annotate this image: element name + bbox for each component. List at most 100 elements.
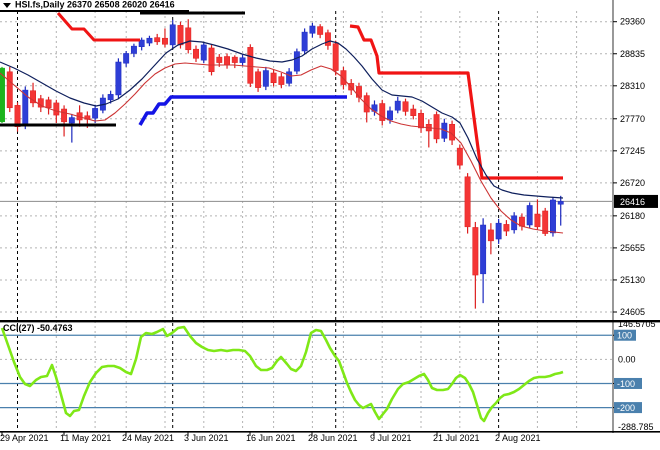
cci-level-box bbox=[614, 402, 642, 414]
date-axis-label: 2 Aug 2021 bbox=[495, 433, 541, 443]
candle bbox=[410, 104, 417, 120]
candle bbox=[154, 33, 161, 45]
candle bbox=[464, 173, 471, 234]
candle bbox=[503, 220, 510, 236]
candle bbox=[487, 223, 494, 255]
candle bbox=[224, 53, 230, 69]
hilo-red-line bbox=[56, 12, 140, 42]
date-axis-label: 11 May 2021 bbox=[60, 433, 111, 443]
cci-layer bbox=[0, 325, 612, 423]
price-axis-label: 28835 bbox=[620, 49, 645, 59]
candle bbox=[115, 58, 122, 99]
date-axis-label: 24 May 2021 bbox=[122, 433, 174, 443]
candle bbox=[193, 45, 199, 62]
candle bbox=[270, 69, 277, 87]
candle bbox=[286, 68, 293, 87]
date-axis-label: 16 Jun 2021 bbox=[246, 433, 296, 443]
price-axis-label: 26180 bbox=[620, 211, 645, 221]
candle bbox=[472, 221, 479, 309]
cci-level-label: -200 bbox=[617, 403, 635, 413]
candle bbox=[6, 66, 13, 113]
candle bbox=[162, 28, 168, 48]
candle bbox=[324, 29, 331, 50]
candle bbox=[534, 199, 541, 230]
cci-line bbox=[0, 325, 564, 423]
candle bbox=[511, 212, 518, 234]
candle bbox=[231, 55, 238, 69]
candle bbox=[495, 218, 502, 244]
candle bbox=[557, 195, 564, 226]
candle bbox=[138, 37, 145, 51]
candle bbox=[379, 99, 386, 126]
candle bbox=[92, 104, 99, 124]
chart-title-bar: HSI.fs,Daily 26370 26508 26020 26416 bbox=[0, 0, 189, 12]
time-axis[interactable]: 29 Apr 2021 11 May 2021 24 May 2021 3 Jun 2… bbox=[0, 432, 541, 443]
date-axis-label: 21 Jul 2021 bbox=[433, 433, 480, 443]
candle bbox=[185, 19, 192, 54]
price-axis-label: 24605 bbox=[620, 307, 645, 317]
candle bbox=[394, 96, 401, 114]
candle bbox=[107, 90, 114, 104]
date-axis-label: 29 Apr 2021 bbox=[0, 433, 49, 443]
price-axis-label: 28310 bbox=[620, 81, 645, 91]
ma-fast-line bbox=[0, 40, 564, 199]
hilo-red-line bbox=[349, 24, 563, 180]
candle bbox=[0, 66, 5, 124]
date-axis-label: 3 Jun 2021 bbox=[184, 433, 229, 443]
candle bbox=[255, 68, 262, 92]
candle bbox=[301, 28, 308, 55]
price-axis-label: 25655 bbox=[620, 243, 645, 253]
overlays-layer bbox=[0, 11, 564, 234]
symbol-dropdown-icon[interactable] bbox=[3, 2, 11, 8]
candle bbox=[130, 43, 137, 58]
candle bbox=[526, 202, 533, 229]
ma-slow-line bbox=[0, 62, 564, 234]
candle bbox=[550, 196, 556, 237]
candle bbox=[317, 24, 324, 39]
candle bbox=[169, 19, 176, 48]
price-axis-label: 27770 bbox=[620, 114, 645, 124]
candle bbox=[123, 51, 130, 67]
price-axis-label: 27245 bbox=[620, 146, 645, 156]
cci-max-label: 146.5705 bbox=[618, 319, 656, 329]
price-axis-label: 26720 bbox=[620, 178, 645, 188]
candle bbox=[30, 82, 36, 108]
candle bbox=[239, 54, 246, 67]
candle bbox=[208, 44, 215, 76]
price-axis-label: 29360 bbox=[620, 17, 645, 27]
candle bbox=[68, 113, 75, 143]
candle bbox=[45, 96, 52, 115]
candle bbox=[61, 105, 68, 137]
candle bbox=[278, 72, 285, 89]
hilo-blue-line bbox=[138, 95, 347, 126]
candle bbox=[293, 48, 300, 75]
cci-zero-label: 0.00 bbox=[618, 354, 636, 364]
chart-title: HSI.fs,Daily 26370 26508 26020 26416 bbox=[15, 0, 175, 10]
cci-level-label: -100 bbox=[617, 379, 635, 389]
current-price-label: 26416 bbox=[620, 197, 645, 207]
cci-min-label: -288.785 bbox=[618, 422, 654, 432]
date-axis-label: 9 Jul 2021 bbox=[370, 433, 412, 443]
candle bbox=[332, 40, 339, 76]
cci-level-box bbox=[614, 377, 642, 389]
current-price-box bbox=[614, 194, 658, 208]
cci-level-box bbox=[614, 329, 636, 341]
candle bbox=[425, 119, 432, 148]
candle bbox=[418, 109, 424, 133]
candle bbox=[456, 144, 463, 170]
candle bbox=[402, 98, 409, 116]
candle bbox=[309, 22, 316, 38]
candle bbox=[363, 92, 370, 123]
candle bbox=[14, 102, 21, 132]
candle bbox=[480, 218, 487, 304]
date-axis-label: 28 Jun 2021 bbox=[308, 433, 358, 443]
candle bbox=[200, 41, 207, 64]
candle bbox=[247, 44, 254, 88]
price-axis[interactable]: 29360 28835 28310 27770 27245 26720 26180 25655… bbox=[613, 17, 658, 432]
candle bbox=[433, 111, 440, 144]
price-axis-label: 25130 bbox=[620, 275, 645, 285]
candle bbox=[146, 35, 153, 47]
